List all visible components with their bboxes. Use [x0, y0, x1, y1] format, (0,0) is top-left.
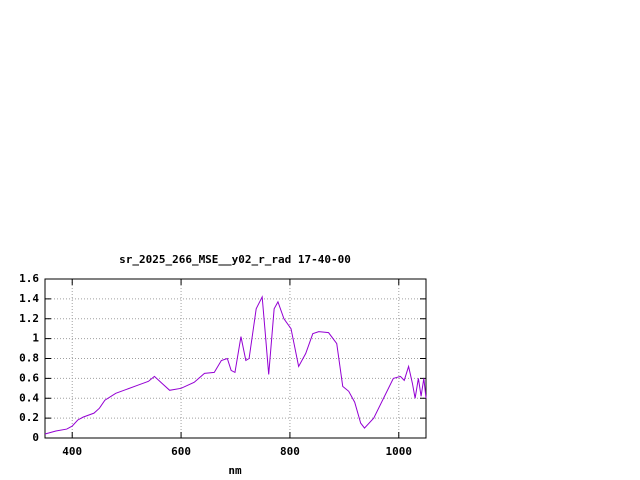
y-tick-label: 1	[32, 332, 39, 345]
x-tick-label: 800	[280, 445, 300, 458]
y-tick-label: 0	[32, 431, 39, 444]
y-tick-label: 1.2	[19, 312, 39, 325]
y-tick-label: 1.6	[19, 272, 39, 285]
y-tick-label: 0.6	[19, 371, 39, 384]
data-line	[44, 295, 427, 435]
plot-frame	[44, 278, 427, 439]
y-tick-label: 1.4	[19, 292, 39, 305]
chart-title: sr_2025_266_MSE__y02_r_rad 17-40-00	[119, 253, 351, 266]
x-tick-label: 400	[62, 445, 82, 458]
x-axis-label: nm	[228, 464, 242, 477]
y-tick-label: 0.2	[19, 411, 39, 424]
x-tick-label: 1000	[386, 445, 413, 458]
y-tick-label: 0.4	[19, 391, 39, 404]
x-tick-label: 600	[171, 445, 191, 458]
y-tick-label: 0.8	[19, 352, 39, 365]
